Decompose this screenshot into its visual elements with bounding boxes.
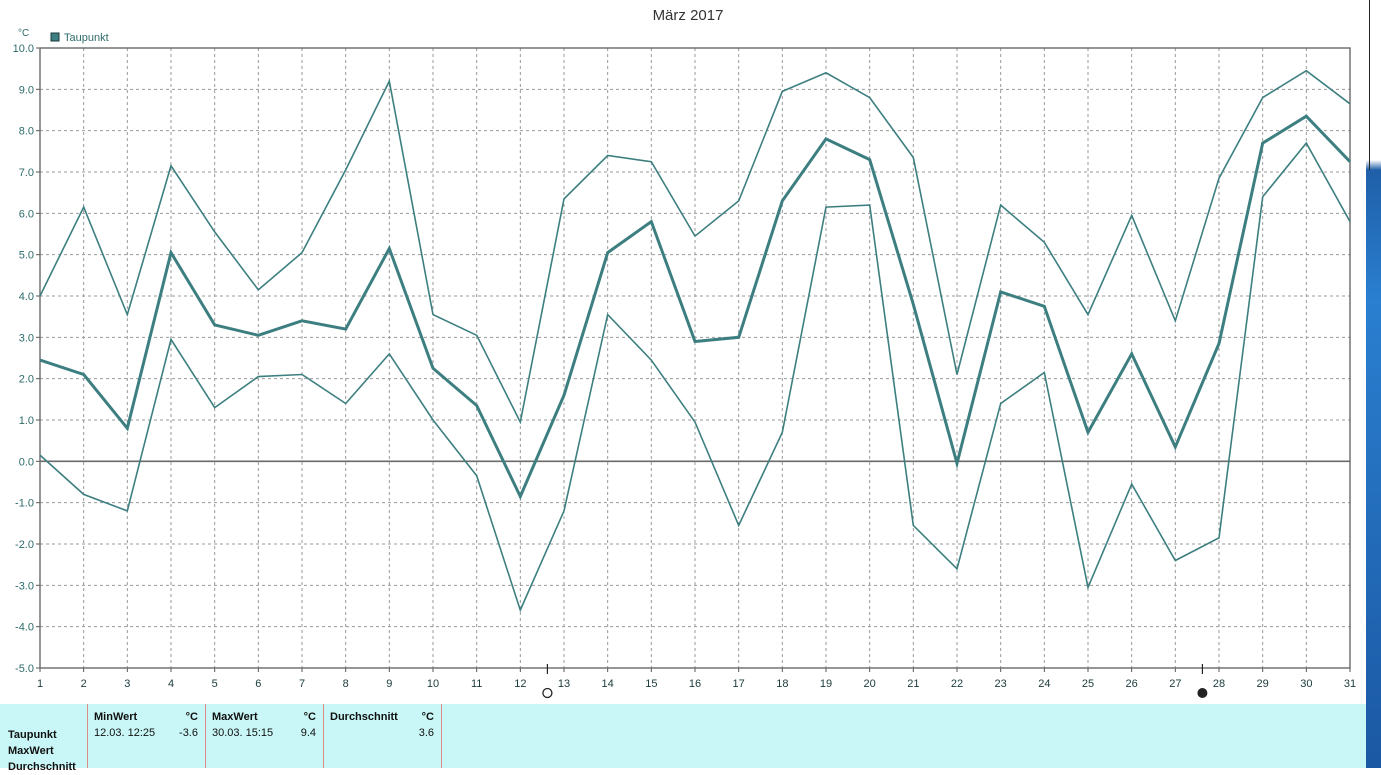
y-tick-label: 0.0 [19,456,34,468]
x-tick-label: 21 [907,678,919,690]
y-tick-label: 8.0 [19,126,34,138]
x-tick-label: 18 [776,678,788,690]
y-tick-label: -4.0 [15,622,34,634]
legend-swatch [50,32,60,42]
stats-end-border [441,704,442,768]
max-header: MaxWert [212,711,258,723]
avg-value: 3.6 [418,727,434,739]
avg-unit: °C [421,711,434,723]
y-tick-label: -3.0 [15,580,34,592]
min-header: MinWert [94,711,138,723]
y-tick-label: 2.0 [19,374,34,386]
x-tick-label: 30 [1300,678,1312,690]
y-tick-label: 4.0 [19,291,34,303]
stats-panel: Taupunkt MaxWert Durchschnitt MinWert °C… [0,704,1366,773]
x-tick-label: 13 [558,678,570,690]
x-tick-label: 4 [168,678,174,690]
min-date: 12.03. 12:25 [94,727,156,739]
x-tick-label: 15 [645,678,657,690]
x-tick-label: 5 [212,678,218,690]
x-tick-label: 19 [820,678,832,690]
row-label-maxwert: MaxWert [8,745,54,757]
x-tick-label: 29 [1257,678,1269,690]
y-tick-labels: 10.0 9.0 8.0 7.0 6.0 5.0 4.0 3.0 2.0 1.0 0.0 -1.0 -2… [13,43,34,675]
x-tick-label: 10 [427,678,439,690]
x-tick-label: 28 [1213,678,1225,690]
grid [36,47,1351,672]
x-tick-label: 23 [995,678,1007,690]
max-unit: °C [303,711,316,723]
max-column: MaxWert °C 30.03. 15:15 9.4 [205,704,324,768]
x-tick-label: 11 [471,678,482,690]
max-value: 9.4 [300,727,316,739]
new-moon-icon [1197,688,1208,698]
plot-frame [39,47,1351,669]
x-tick-label: 22 [951,678,963,690]
max-date: 30.03. 15:15 [212,727,274,739]
y-tick-label: 6.0 [19,208,34,220]
x-tick-label: 7 [299,678,305,690]
chart-title: März 2017 [653,7,724,24]
x-tick-labels: 1 2 3 4 5 6 7 8 9 10 11 12 13 14 15 16 17 18 19 20 21 22 23 24 2… [37,678,1356,690]
x-tick-label: 24 [1038,678,1050,690]
x-tick-label: 20 [864,678,876,690]
row-label-durchschnitt: Durchschnitt [8,761,76,773]
y-tick-label: 9.0 [19,84,34,96]
y-tick-label: 5.0 [19,250,34,262]
y-axis-unit: °C [18,28,29,39]
series-line-min [39,141,1351,613]
x-tick-label: 8 [343,678,349,690]
row-label-taupunkt: Taupunkt [8,729,57,741]
x-tick-label: 17 [733,678,745,690]
series-lines [39,69,1352,613]
y-tick-label: -1.0 [15,498,34,510]
x-tick-label: 14 [602,678,614,690]
y-tick-label: -2.0 [15,539,34,551]
x-tick-label: 9 [386,678,392,690]
full-moon-icon [542,687,553,699]
series-line-avg [39,114,1352,501]
y-tick-label: -5.0 [15,663,34,675]
x-tick-label: 3 [124,678,130,690]
avg-column: Durchschnitt °C 3.6 [323,704,442,768]
legend-label: Taupunkt [64,32,109,44]
y-tick-label: 3.0 [19,332,34,344]
x-tick-label: 2 [81,678,87,690]
x-tick-label: 27 [1169,678,1181,690]
moon-phase-markers [542,664,1208,699]
avg-header: Durchschnitt [330,711,398,723]
window-border [1369,0,1370,170]
x-tick-label: 6 [255,678,261,690]
x-tick-label: 1 [37,678,43,690]
y-tick-label: 7.0 [19,167,34,179]
y-tick-label: 1.0 [19,415,34,427]
x-tick-label: 31 [1344,678,1356,690]
x-tick-label: 25 [1082,678,1094,690]
min-value: -3.6 [179,727,198,739]
series-line-max [39,69,1351,425]
min-column: MinWert °C 12.03. 12:25 -3.6 [87,704,206,768]
x-tick-label: 12 [514,678,526,690]
x-tick-label: 16 [689,678,701,690]
chart: März 2017 °C Taupunkt 10.09.08.07.06.05.… [13,7,1356,699]
min-unit: °C [185,711,198,723]
x-tick-label: 26 [1126,678,1138,690]
y-tick-label: 10.0 [13,43,34,55]
desktop-edge [1366,0,1381,768]
